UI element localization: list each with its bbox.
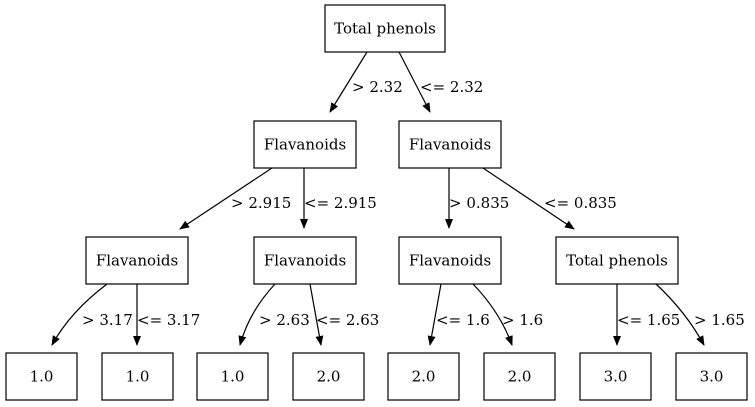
edge-arrow-n6-n14 — [655, 283, 705, 346]
edge-label: <= 2.63 — [316, 311, 379, 329]
node-label: Flavanoids — [96, 252, 178, 270]
tree-node: 2.0 — [387, 352, 460, 401]
node-label: Flavanoids — [264, 136, 346, 154]
tree-node: Total phenols — [324, 4, 446, 53]
node-label: Flavanoids — [409, 252, 491, 270]
tree-node: 3.0 — [579, 352, 652, 401]
tree-node: Flavanoids — [398, 236, 502, 285]
node-label: 3.0 — [604, 368, 628, 386]
edge-label: <= 2.32 — [420, 78, 483, 96]
node-label: Flavanoids — [409, 136, 491, 154]
node-box — [292, 352, 365, 401]
tree-node: 2.0 — [483, 352, 556, 401]
tree-node: 1.0 — [196, 352, 269, 401]
node-box — [398, 236, 502, 285]
node-label: 1.0 — [30, 368, 54, 386]
node-label: Total phenols — [566, 252, 668, 270]
nodes: Total phenols Flavanoids Flavanoids Flavano… — [5, 4, 748, 401]
edge-arrow-n5-n11 — [427, 283, 442, 346]
node-box — [253, 236, 357, 285]
node-box — [483, 352, 556, 401]
edge-arrow-n0-n2 — [398, 51, 431, 113]
node-label: 3.0 — [700, 368, 724, 386]
tree-node: Flavanoids — [253, 120, 357, 169]
tree-node: 1.0 — [5, 352, 78, 401]
edges: > 2.32 <= 2.32 > 2.915 <= 2.915 > 0.835 <= 0.… — [51, 51, 745, 346]
edge-label: > 2.32 — [352, 78, 403, 96]
tree-node: 1.0 — [101, 352, 174, 401]
edge-arrow-n1-n3 — [179, 167, 273, 230]
tree-node: Flavanoids — [253, 236, 357, 285]
node-box — [324, 4, 446, 53]
tree-node: Flavanoids — [85, 236, 189, 285]
node-box — [398, 120, 502, 169]
edge-arrow-n4-n10 — [309, 283, 324, 346]
edge-label: > 2.63 — [259, 311, 310, 329]
node-box — [196, 352, 269, 401]
edge-label: > 2.915 — [231, 194, 291, 212]
edge-label: > 0.835 — [449, 194, 509, 212]
edge-arrow-n5-n12 — [472, 283, 513, 346]
node-box — [579, 352, 652, 401]
edge-label: <= 3.17 — [137, 311, 200, 329]
node-box — [387, 352, 460, 401]
node-label: 2.0 — [412, 368, 436, 386]
edge-arrow-n2-n6 — [482, 167, 575, 230]
edge-label: <= 0.835 — [544, 194, 617, 212]
edge-arrow-n0-n1 — [329, 51, 368, 113]
node-label: 1.0 — [221, 368, 245, 386]
node-label: Flavanoids — [264, 252, 346, 270]
node-box — [85, 236, 189, 285]
edge-arrow-n3-n7 — [51, 283, 108, 346]
tree-node: 3.0 — [675, 352, 748, 401]
node-box — [675, 352, 748, 401]
edge-label: <= 2.915 — [304, 194, 377, 212]
node-label: 1.0 — [126, 368, 150, 386]
node-label: 2.0 — [317, 368, 341, 386]
edge-label: > 1.65 — [694, 311, 745, 329]
node-box — [5, 352, 78, 401]
edge-arrow-n4-n9 — [238, 283, 276, 346]
tree-node: Total phenols — [555, 236, 679, 285]
tree-node: 2.0 — [292, 352, 365, 401]
edge-label: > 3.17 — [82, 311, 133, 329]
node-label: 2.0 — [508, 368, 532, 386]
edge-label: > 1.6 — [502, 311, 543, 329]
edge-label: <= 1.6 — [436, 311, 490, 329]
node-box — [253, 120, 357, 169]
edge-label: <= 1.65 — [617, 311, 680, 329]
tree-node: Flavanoids — [398, 120, 502, 169]
node-label: Total phenols — [334, 20, 436, 38]
node-box — [555, 236, 679, 285]
node-box — [101, 352, 174, 401]
